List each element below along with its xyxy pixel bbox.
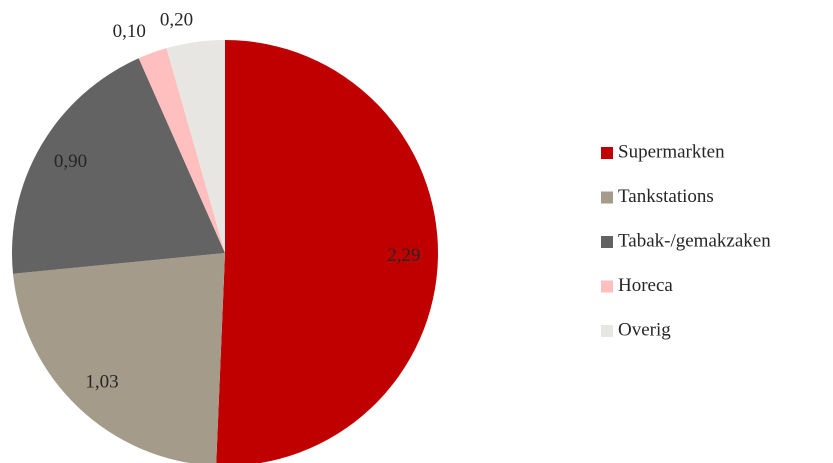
legend-swatch [601,236,613,248]
pie-slice [13,253,225,463]
data-label: 0,10 [113,21,146,42]
pie-slice [216,40,438,463]
legend-swatch [601,325,613,337]
legend-label: Tabak-/gemakzaken [618,230,771,251]
data-label: 0,20 [160,9,193,30]
legend-swatch [601,147,613,159]
legend-label: Tankstations [618,186,714,207]
data-label: 0,90 [54,151,87,172]
pie-slice [11,58,225,274]
legend-label: Supermarkten [618,141,725,162]
data-label: 2,29 [387,245,420,266]
data-label: 1,03 [85,371,118,392]
legend-swatch [601,280,613,293]
legend-label: Horeca [618,275,673,296]
pie-slice [138,48,225,254]
legend-label: Overig [618,319,671,340]
pie-slice [166,40,225,253]
legend-swatch [601,191,613,204]
